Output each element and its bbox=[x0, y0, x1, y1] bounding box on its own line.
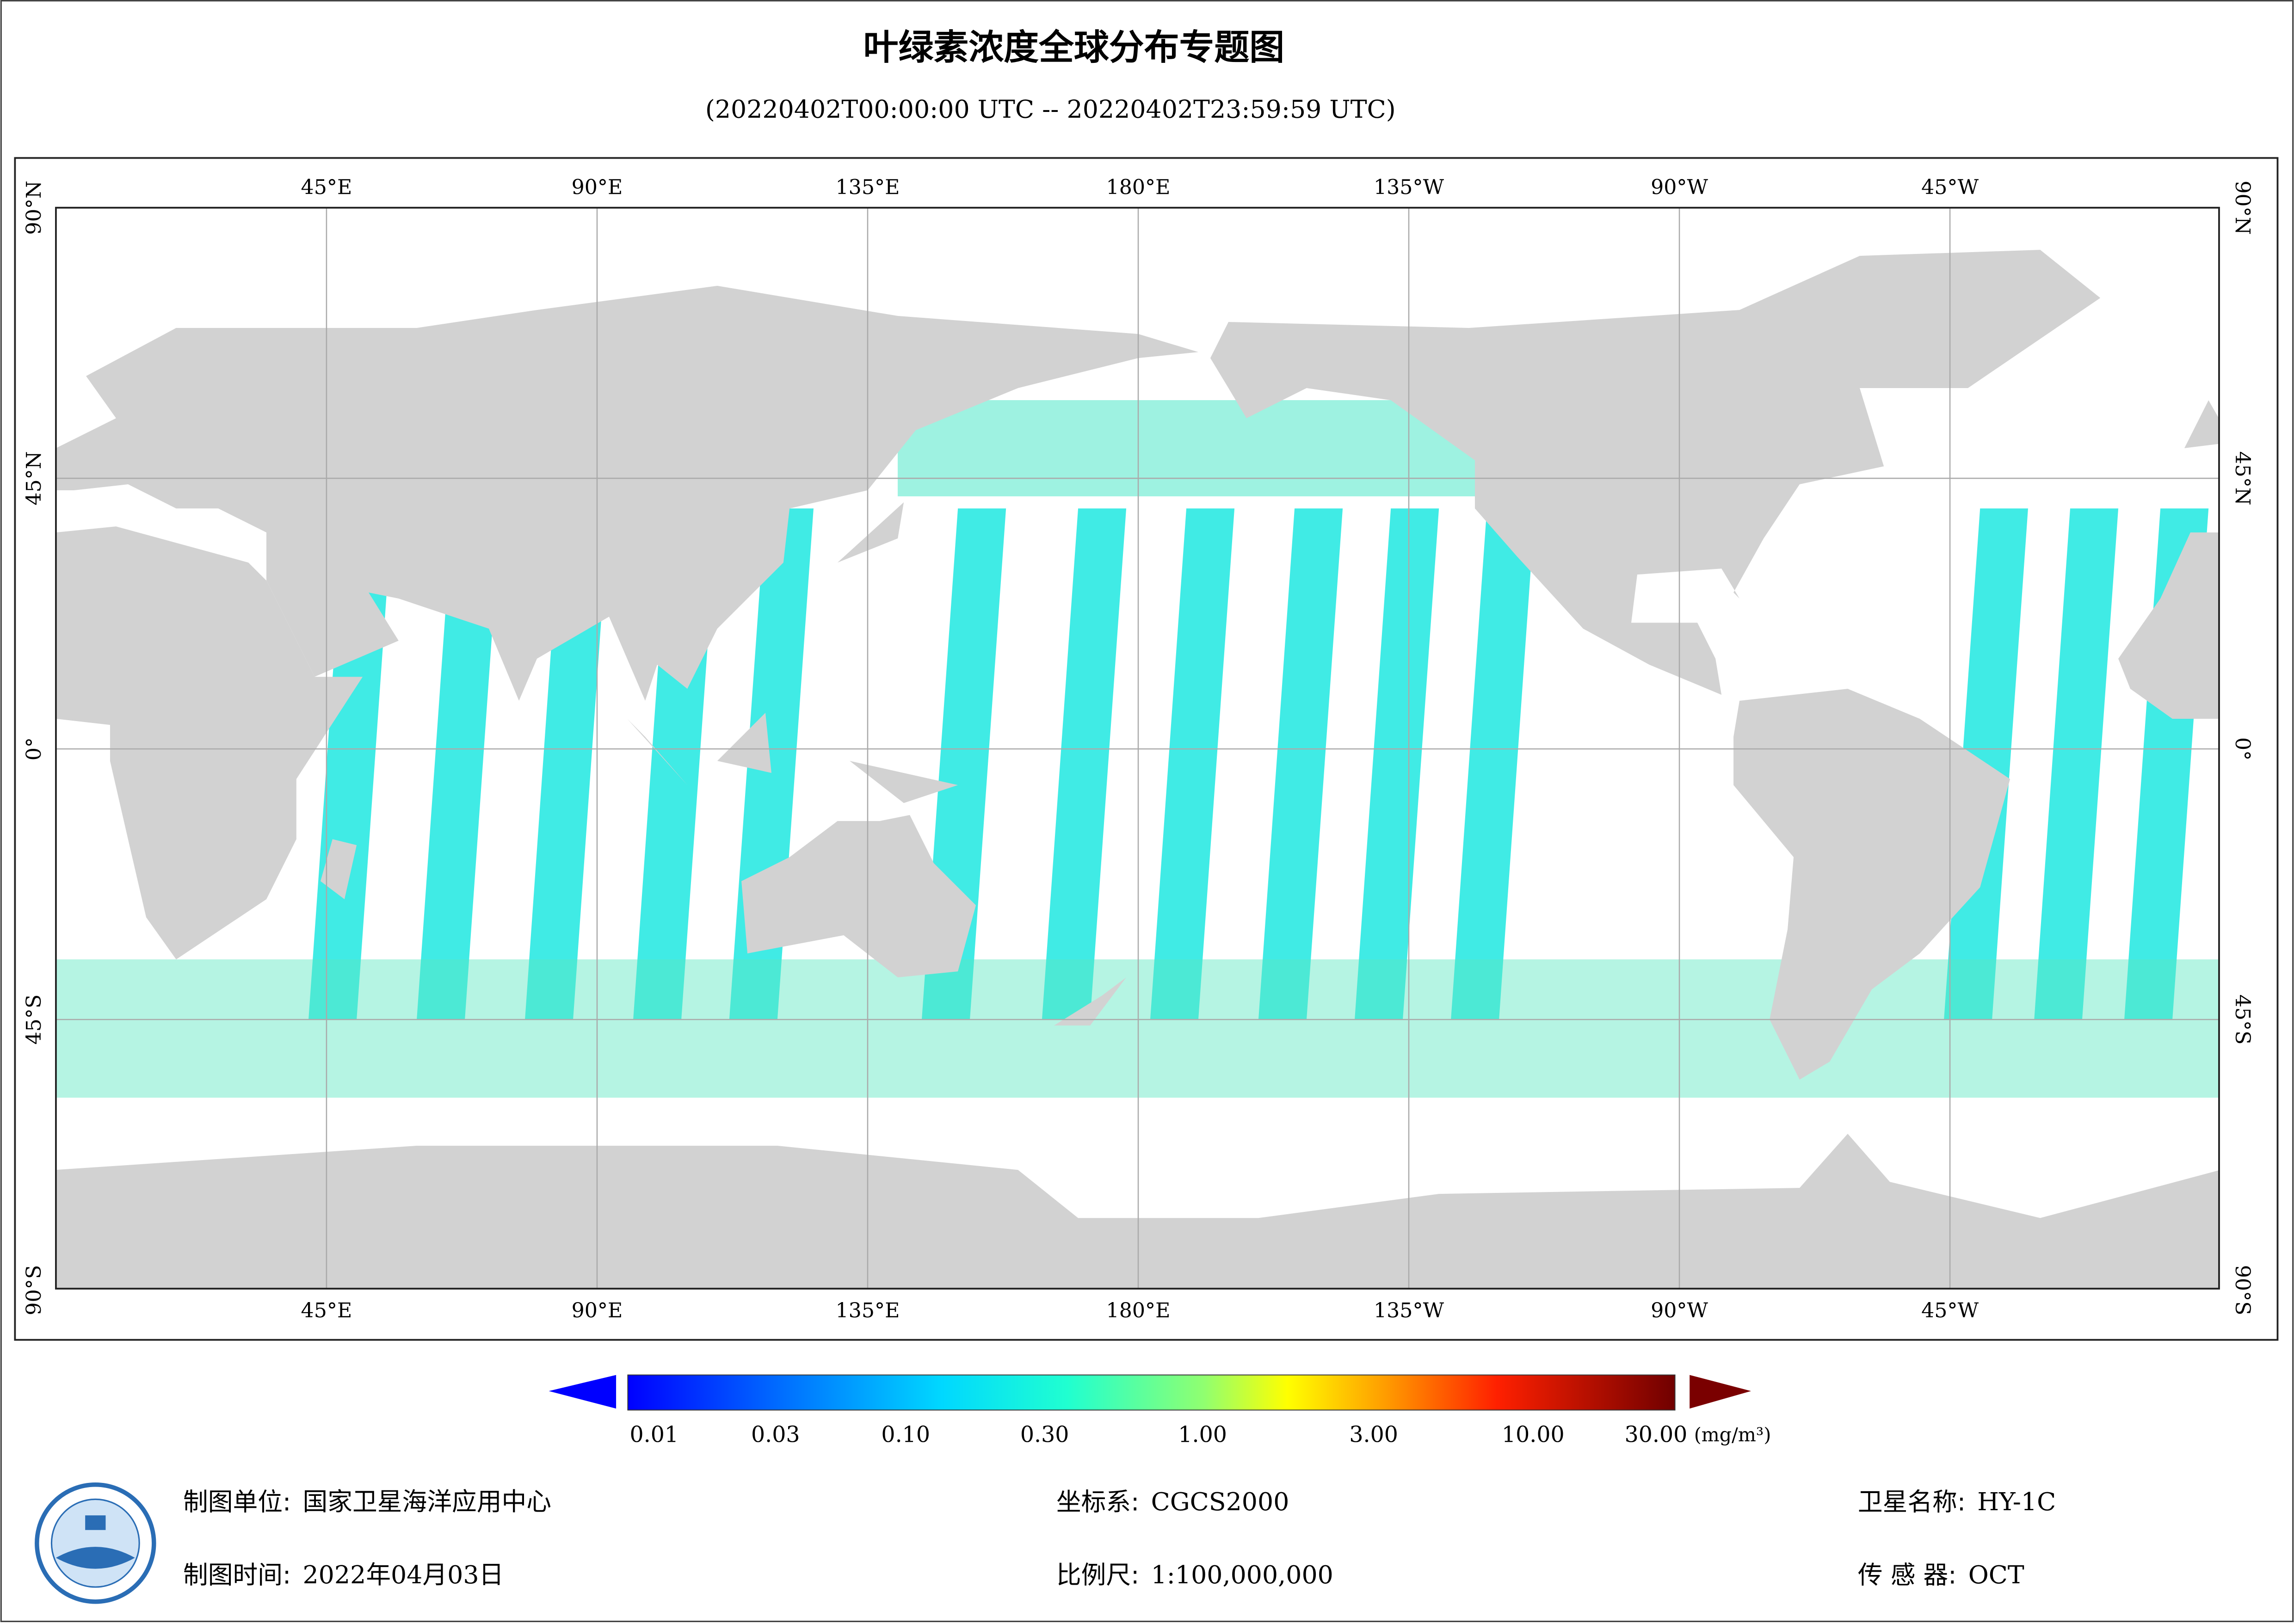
longitude-label-top: 135°W bbox=[1374, 175, 1444, 199]
land bbox=[56, 526, 363, 960]
land bbox=[56, 285, 1198, 701]
footer-value: OCT bbox=[1968, 1560, 2024, 1589]
land bbox=[717, 712, 771, 773]
latitude-label-left: 90°S bbox=[22, 1265, 46, 1315]
colorbar-labels: 0.01 0.03 0.10 0.30 1.00 3.00 10.00 30.00 (mg/m³… bbox=[630, 1422, 1771, 1447]
ocean-swath bbox=[1150, 508, 1235, 1020]
latitude-label-right: 90°S bbox=[2231, 1265, 2254, 1315]
colorbar-high-arrow bbox=[1690, 1375, 1751, 1409]
longitude-label-bottom: 45°E bbox=[301, 1299, 352, 1322]
map-area bbox=[56, 208, 2219, 1289]
longitude-label-bottom: 45°W bbox=[1921, 1299, 1979, 1322]
ocean-swath bbox=[1451, 508, 1535, 1020]
latitude-label-left: 90°N bbox=[22, 180, 46, 235]
southern-ocean-band bbox=[56, 959, 2219, 1098]
ocean-swath bbox=[1042, 508, 1127, 1020]
longitude-label-top: 45°W bbox=[1921, 175, 1979, 199]
footer-value: 1:100,000,000 bbox=[1151, 1560, 1333, 1589]
north-pacific-band bbox=[898, 400, 1487, 497]
ocean-swath bbox=[2034, 508, 2119, 1020]
latitude-label-right: 90°N bbox=[2231, 180, 2254, 235]
longitude-label-top: 135°E bbox=[836, 175, 900, 199]
logo-globe bbox=[50, 1498, 140, 1588]
footer-label: 制图时间: bbox=[183, 1561, 291, 1590]
colorbar-label: 0.03 bbox=[751, 1422, 800, 1447]
logo-wave bbox=[56, 1547, 135, 1569]
ocean-swath bbox=[1258, 508, 1343, 1020]
footer: 制图单位: 国家卫星海洋应用中心 坐标系: CGCS2000 卫星名称: HY-1C 制图时… bbox=[183, 1487, 2056, 1590]
logo-satellite bbox=[85, 1515, 106, 1530]
latitude-label-right: 45°S bbox=[2231, 994, 2254, 1045]
longitude-label-bottom: 90°W bbox=[1651, 1299, 1708, 1322]
colorbar-label: 0.10 bbox=[881, 1422, 930, 1447]
colorbar-label: 10.00 bbox=[1502, 1422, 1565, 1447]
footer-value: 国家卫星海洋应用中心 bbox=[302, 1487, 551, 1516]
colorbar-label: 1.00 bbox=[1178, 1422, 1227, 1447]
latitude-label-left: 45°S bbox=[22, 994, 46, 1045]
colorbar bbox=[627, 1374, 1676, 1411]
land bbox=[320, 839, 357, 900]
footer-label: 制图单位: bbox=[183, 1487, 291, 1516]
latitude-label-right: 0° bbox=[2231, 737, 2254, 760]
latitude-label-left: 0° bbox=[22, 737, 46, 760]
map-outer-frame bbox=[14, 157, 2279, 1341]
land bbox=[850, 761, 958, 803]
longitude-label-top: 45°E bbox=[301, 175, 352, 199]
footer-value: CGCS2000 bbox=[1151, 1487, 1289, 1516]
longitude-label-bottom: 135°E bbox=[836, 1299, 900, 1322]
longitude-label-top: 90°E bbox=[572, 175, 623, 199]
land bbox=[741, 815, 976, 978]
colorbar-label: 30.00 bbox=[1625, 1422, 1688, 1447]
colorbar-label: 0.30 bbox=[1020, 1422, 1069, 1447]
longitude-label-bottom: 90°E bbox=[572, 1299, 623, 1322]
longitude-label-top: 180°E bbox=[1106, 175, 1171, 199]
ocean-swath bbox=[1355, 508, 1439, 1020]
ocean-swath bbox=[417, 508, 501, 1020]
colorbar-unit: (mg/m³) bbox=[1694, 1424, 1771, 1446]
footer-label: 传 感 器: bbox=[1858, 1561, 1957, 1590]
footer-label: 卫星名称: bbox=[1858, 1487, 1966, 1516]
footer-value: 2022年04月03日 bbox=[302, 1560, 504, 1589]
latitude-label-left: 45°N bbox=[22, 451, 46, 505]
map-frame bbox=[55, 207, 2220, 1290]
title: 叶绿素浓度全球分布专题图 bbox=[863, 27, 1285, 68]
footer-value: HY-1C bbox=[1977, 1487, 2056, 1516]
footer-label: 坐标系: bbox=[1056, 1487, 1139, 1516]
longitude-label-bottom: 180°E bbox=[1106, 1299, 1171, 1322]
colorbar-label: 0.01 bbox=[630, 1422, 679, 1447]
land bbox=[2118, 532, 2219, 719]
colorbar-label: 3.00 bbox=[1349, 1422, 1398, 1447]
subtitle: (20220402T00:00:00 UTC -- 20220402T23:59… bbox=[705, 94, 1396, 123]
longitude-label-top: 90°W bbox=[1651, 175, 1708, 199]
longitude-label-bottom: 135°W bbox=[1374, 1299, 1444, 1322]
land bbox=[1733, 689, 2010, 1080]
footer-label: 比例尺: bbox=[1056, 1561, 1139, 1590]
land bbox=[1210, 250, 2101, 695]
logo bbox=[35, 1482, 156, 1604]
ocean-swath bbox=[525, 508, 609, 1020]
land bbox=[1054, 977, 1127, 1026]
colorbar-low-arrow bbox=[549, 1375, 617, 1409]
latitude-label-right: 45°N bbox=[2231, 451, 2254, 505]
land bbox=[2184, 400, 2219, 448]
